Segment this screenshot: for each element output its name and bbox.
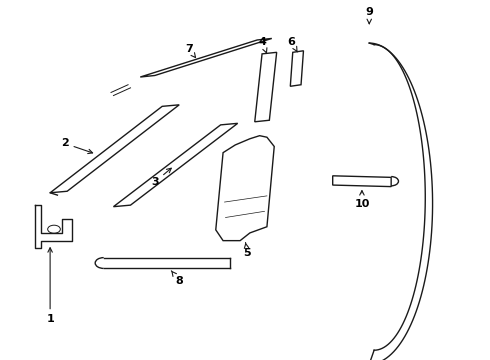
Text: 4: 4 [258,36,267,53]
Text: 3: 3 [151,168,171,187]
Text: 1: 1 [46,248,54,324]
Text: 10: 10 [354,191,369,208]
Text: 6: 6 [287,36,297,52]
Text: 8: 8 [172,271,183,286]
Text: 7: 7 [185,44,196,58]
Text: 2: 2 [61,138,93,154]
Text: 9: 9 [366,7,373,24]
Text: 5: 5 [244,243,251,258]
